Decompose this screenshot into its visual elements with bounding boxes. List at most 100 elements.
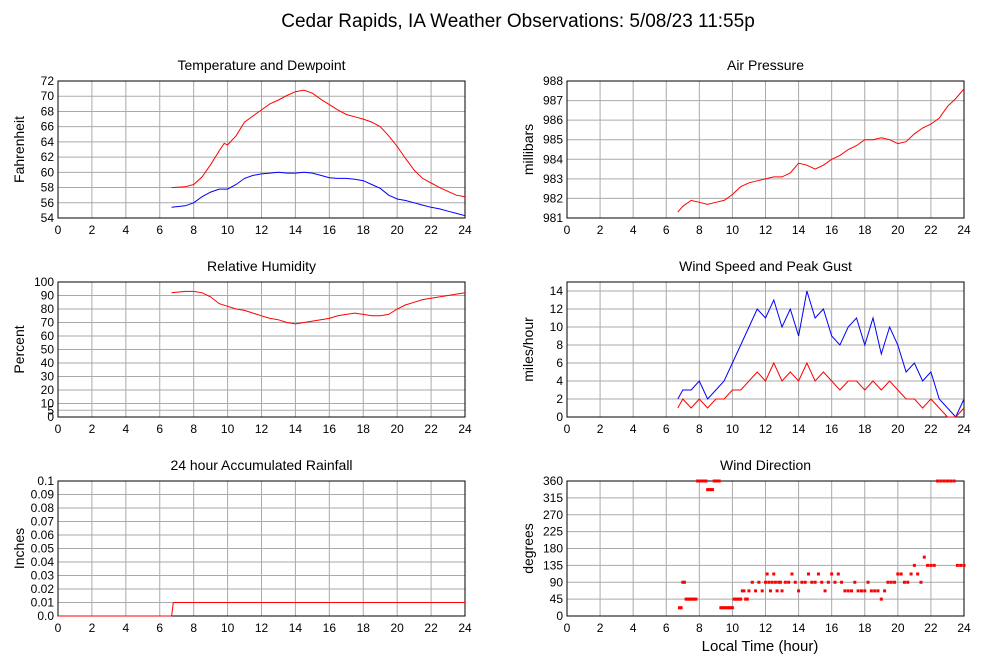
y-axis-label: Percent	[11, 325, 27, 373]
data-point	[876, 589, 880, 593]
series-line	[171, 171, 466, 217]
y-tick-label: 100	[34, 275, 54, 289]
y-axis-label: millibars	[520, 124, 536, 175]
data-point	[722, 606, 726, 610]
data-point	[750, 580, 754, 584]
data-point	[793, 580, 797, 584]
y-tick-label: 0	[556, 609, 563, 623]
y-tick-label: 60	[41, 165, 55, 179]
data-point	[909, 572, 913, 576]
data-point	[744, 597, 748, 601]
x-tick-label: 0	[564, 223, 571, 237]
chart-title: 24 hour Accumulated Rainfall	[170, 457, 352, 473]
x-tick-label: 10	[221, 422, 235, 436]
x-tick-label: 16	[323, 223, 337, 237]
data-point	[780, 589, 784, 593]
chart-title: Wind Speed and Peak Gust	[679, 258, 852, 274]
x-tick-label: 4	[122, 422, 129, 436]
data-point	[830, 572, 834, 576]
x-tick-label: 10	[726, 621, 740, 635]
x-tick-label: 22	[424, 422, 438, 436]
x-tick-label: 8	[190, 422, 197, 436]
data-point	[810, 580, 814, 584]
series-line	[677, 88, 965, 213]
x-tick-label: 20	[891, 223, 905, 237]
data-point	[681, 580, 685, 584]
x-tick-label: 8	[190, 223, 197, 237]
x-tick-label: 24	[458, 422, 472, 436]
data-point	[732, 597, 736, 601]
data-point	[745, 597, 749, 601]
data-point	[699, 479, 703, 483]
x-tick-label: 0	[55, 621, 62, 635]
data-point	[922, 555, 926, 559]
y-tick-label: 45	[550, 592, 564, 606]
data-point	[899, 572, 903, 576]
data-point	[730, 606, 734, 610]
y-tick-label: 72	[41, 74, 55, 88]
x-tick-label: 24	[957, 422, 971, 436]
data-point	[706, 488, 710, 492]
data-point	[886, 580, 890, 584]
y-tick-label: 6	[556, 356, 563, 370]
plot-frame	[57, 80, 466, 219]
y-tick-label: 70	[41, 316, 55, 330]
data-point	[833, 580, 837, 584]
data-point	[734, 597, 738, 601]
data-point	[729, 606, 733, 610]
data-point	[955, 563, 959, 567]
data-point	[740, 589, 744, 593]
data-point	[893, 580, 897, 584]
y-tick-label: 0.07	[31, 515, 55, 529]
data-point	[689, 597, 693, 601]
data-point	[707, 488, 711, 492]
x-tick-label: 18	[858, 621, 872, 635]
x-tick-label: 12	[759, 422, 773, 436]
y-tick-label: 66	[41, 120, 55, 134]
x-tick-label: 0	[564, 621, 571, 635]
x-tick-label: 18	[858, 422, 872, 436]
data-point	[962, 563, 966, 567]
x-tick-label: 24	[458, 621, 472, 635]
y-tick-label: 90	[41, 289, 55, 303]
data-point	[820, 580, 824, 584]
data-point	[902, 580, 906, 584]
data-point	[836, 572, 840, 576]
x-axis-label: Local Time (hour)	[702, 638, 819, 655]
y-tick-label: 54	[41, 211, 55, 225]
data-point	[826, 580, 830, 584]
data-point	[949, 479, 953, 483]
data-point	[716, 479, 720, 483]
y-tick-label: 180	[543, 542, 563, 556]
data-point	[952, 479, 956, 483]
x-tick-label: 4	[630, 621, 637, 635]
y-tick-label: 0.1	[37, 474, 54, 488]
chart-title: Wind Direction	[720, 457, 811, 473]
data-point	[906, 580, 910, 584]
y-tick-label: 0.0	[37, 609, 54, 623]
data-point	[945, 479, 949, 483]
x-tick-label: 18	[357, 223, 371, 237]
x-tick-label: 14	[792, 621, 806, 635]
x-tick-label: 14	[289, 422, 303, 436]
x-tick-label: 22	[924, 621, 938, 635]
y-tick-label: 982	[543, 191, 563, 205]
y-tick-label: 50	[41, 343, 55, 357]
x-tick-label: 8	[190, 621, 197, 635]
x-tick-label: 8	[696, 621, 703, 635]
x-tick-label: 20	[390, 223, 404, 237]
x-tick-label: 20	[390, 422, 404, 436]
x-tick-label: 2	[597, 422, 604, 436]
x-tick-label: 10	[221, 223, 235, 237]
data-point	[768, 589, 772, 593]
data-point	[883, 589, 887, 593]
y-axis-label: Inches	[11, 528, 27, 569]
x-tick-label: 12	[255, 621, 269, 635]
data-point	[797, 589, 801, 593]
data-point	[697, 479, 701, 483]
data-point	[727, 606, 731, 610]
x-tick-label: 12	[255, 223, 269, 237]
